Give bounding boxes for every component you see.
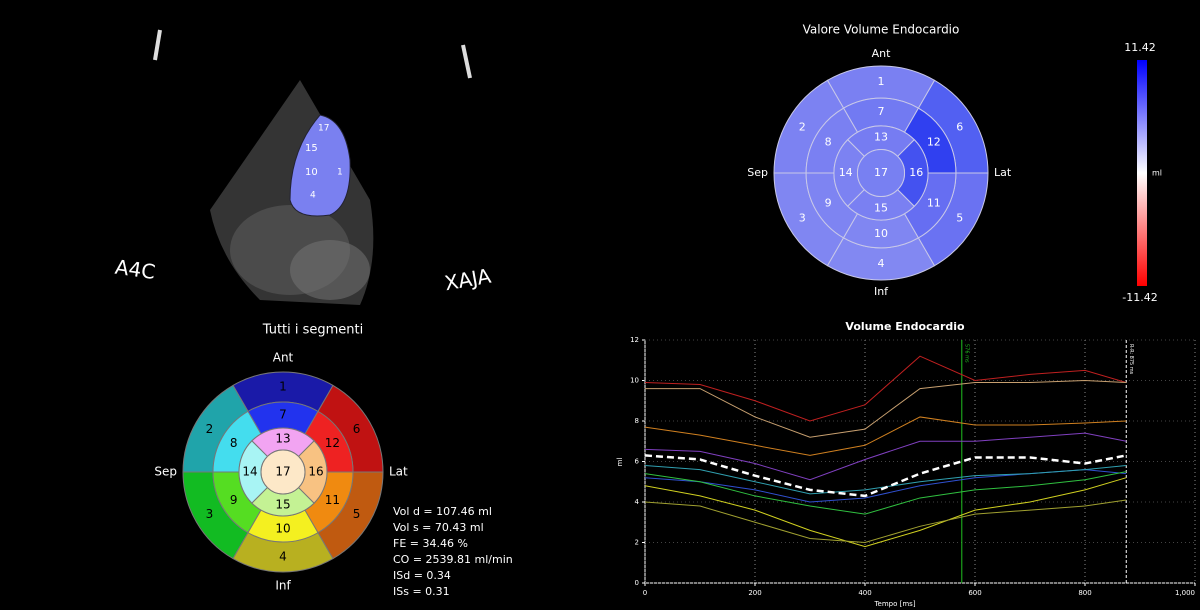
mesh-label: 15 [305,143,318,154]
marker-label: R-R: 875 ms [1128,344,1134,375]
segment-label: 9 [825,196,832,209]
summary-title: Tutti i segmenti [262,323,364,338]
echo-marker [153,29,162,61]
y-tick-label: 6 [635,458,640,466]
segment-label: 14 [839,166,853,179]
segment-label: 1 [878,75,885,88]
view-label: A4C [114,255,157,284]
marker-label: 576 ms [963,344,969,363]
segment-label: 16 [308,465,323,479]
direction-label: Sep [747,166,768,179]
segment-label: 5 [956,211,963,224]
segment-label: 17 [874,166,888,179]
mesh-label: 17 [318,124,329,134]
series-line [644,416,1127,456]
echo-marker [461,44,472,79]
series-line [644,355,1127,422]
direction-label: Lat [389,465,408,479]
mesh-label: 4 [310,191,316,201]
echo-image: 17 15 10 4 1 A4C XAJA [10,10,600,310]
series-line [644,471,1127,515]
segment-label: 14 [242,465,257,479]
x-tick-label: 1,000 [1175,589,1195,597]
y-axis-label: ml [616,458,624,467]
y-tick-label: 2 [635,539,639,547]
colorbar-unit: ml [1152,169,1162,178]
series-line [644,499,1127,544]
segment-label: 9 [230,493,238,507]
x-tick-label: 200 [748,589,761,597]
y-tick-label: 12 [630,336,639,344]
chart-title: Volume Endocardio [845,320,965,333]
segment-label: 10 [275,522,290,536]
stat-line: FE = 34.46 % [393,537,468,550]
segment-label: 12 [325,436,340,450]
y-tick-label: 4 [635,498,640,506]
segment-label: 8 [825,136,832,149]
echo-mesh [289,114,351,217]
direction-label: Lat [994,166,1012,179]
series-line [644,432,1127,481]
segment-label: 13 [874,131,888,144]
segment-label: 4 [279,550,287,564]
direction-label: Inf [874,285,889,298]
y-tick-label: 10 [630,377,639,385]
y-tick-label: 0 [635,579,639,587]
segment-label: 7 [279,408,287,422]
x-tick-label: 600 [968,589,981,597]
segment-label: 13 [275,432,290,446]
segment [260,449,306,495]
volume-title: Valore Volume Endocardio [803,23,960,37]
segment-label: 6 [956,121,963,134]
x-tick-label: 400 [858,589,871,597]
stat-line: Vol d = 107.46 ml [393,505,492,518]
x-tick-label: 800 [1078,589,1091,597]
colorbar-max: 11.42 [1124,41,1156,54]
segment-label: 11 [325,493,340,507]
colorbar [1137,60,1147,286]
segment-label: 2 [799,121,806,134]
stat-line: ISs = 0.31 [393,585,450,598]
segment-label: 12 [927,136,941,149]
segment [856,148,906,198]
segment-label: 16 [909,166,923,179]
direction-label: Inf [275,579,291,593]
stat-line: ISd = 0.34 [393,569,451,582]
segment-label: 4 [878,257,885,270]
x-tick-label: 0 [643,589,647,597]
series-line [644,477,1127,548]
segment-label: 3 [206,507,214,521]
x-axis-label: Tempo [ms] [873,600,915,608]
segment-label: 3 [799,211,806,224]
direction-label: Sep [154,465,177,479]
segment-label: 5 [353,507,361,521]
segment-label: 7 [878,105,885,118]
series-line [644,454,1127,498]
direction-label: Ant [872,47,891,60]
mesh-label: 1 [337,168,343,178]
segment-label: 15 [275,498,290,512]
segment-label: 8 [230,436,238,450]
echo-tissue [290,240,370,300]
segment-label: 11 [927,196,941,209]
stat-line: CO = 2539.81 ml/min [393,553,513,566]
colorbar-min: -11.42 [1122,291,1157,304]
series-line [645,379,1127,438]
y-tick-label: 8 [635,417,639,425]
segment-label: 2 [206,422,214,436]
segment-label: 1 [279,380,287,394]
segment-label: 10 [874,227,888,240]
direction-label: Ant [273,351,294,365]
mesh-label: 10 [305,167,318,178]
segment-label: 6 [353,422,361,436]
stat-line: Vol s = 70.43 ml [393,521,484,534]
segment-label: 15 [874,201,888,214]
segment-label: 17 [275,465,290,479]
